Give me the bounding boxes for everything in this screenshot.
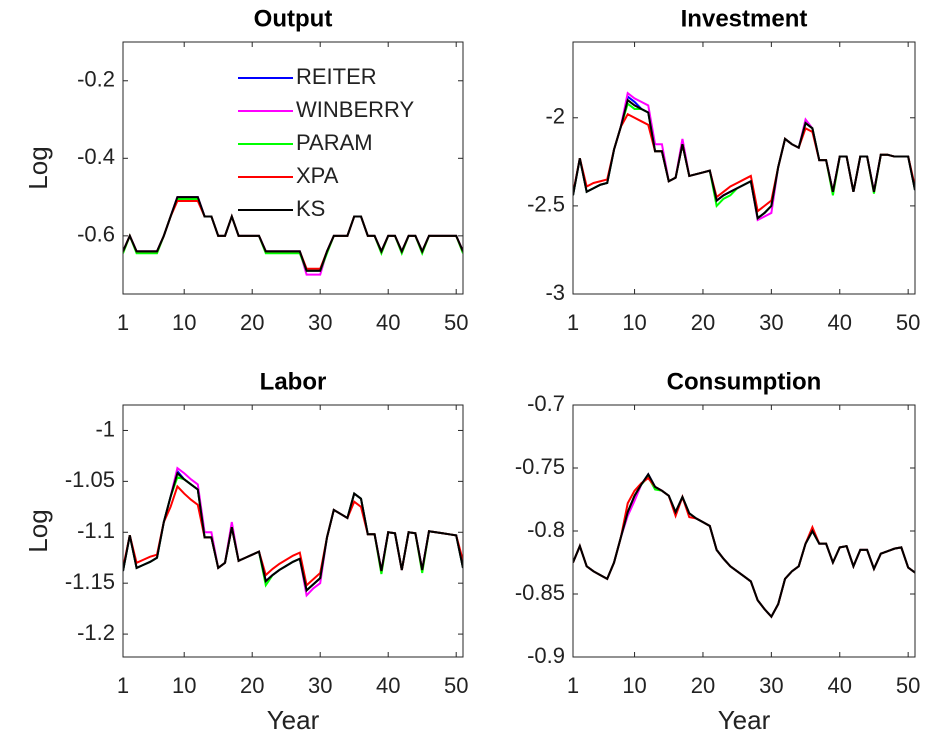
y-tick-label: -3 [545, 280, 565, 305]
chart-title: Labor [260, 368, 327, 395]
legend-label: PARAM [296, 130, 373, 155]
x-axis-label: Year [718, 705, 771, 735]
panel: 1 10 20 30 40 50 -0.6 -0.4 -0.2 Output Log REITER WI… [23, 5, 469, 334]
axes-box [122, 41, 464, 295]
x-tick-label: 50 [896, 673, 920, 698]
x-tick-label: 30 [308, 673, 332, 698]
y-tick-label: -2.5 [527, 192, 565, 217]
panel: 1 10 20 30 40 50 -1.2 -1.15 -1.1 -1.05 -1 Labor Log Y… [23, 368, 469, 735]
chart-title: Investment [681, 5, 808, 32]
y-tick-label: -0.7 [527, 391, 565, 416]
legend-label: KS [296, 196, 325, 221]
y-tick-label: -2 [545, 104, 565, 129]
x-tick-label: 20 [240, 310, 264, 335]
axes-box [122, 404, 464, 658]
series-line [123, 471, 463, 593]
y-axis-label: Log [23, 146, 53, 189]
plot-area [123, 405, 463, 657]
x-tick-label: 10 [622, 310, 646, 335]
y-tick-label: -0.6 [77, 222, 115, 247]
chart-title: Consumption [667, 368, 822, 395]
x-tick-label: 20 [240, 673, 264, 698]
series-line [123, 196, 463, 272]
y-tick-label: -1.1 [77, 518, 115, 543]
series-line [573, 472, 915, 619]
x-tick-label: 20 [691, 673, 715, 698]
x-tick-label: 1 [117, 310, 129, 335]
x-tick-label: 30 [759, 310, 783, 335]
y-tick-label: -1.05 [65, 467, 115, 492]
x-tick-label: 10 [172, 310, 196, 335]
legend-label: WINBERRY [296, 97, 414, 122]
y-tick-label: -0.85 [515, 580, 565, 605]
x-tick-label: 40 [828, 673, 852, 698]
legend-label: XPA [296, 163, 339, 188]
x-tick-label: 30 [308, 310, 332, 335]
x-tick-label: 50 [444, 310, 468, 335]
x-tick-label: 1 [567, 673, 579, 698]
y-tick-label: -1.2 [77, 620, 115, 645]
x-tick-label: 30 [759, 673, 783, 698]
plot-area [573, 405, 915, 657]
x-tick-label: 10 [172, 673, 196, 698]
x-tick-label: 40 [376, 673, 400, 698]
y-tick-label: -0.9 [527, 643, 565, 668]
x-tick-label: 40 [376, 310, 400, 335]
y-tick-label: -1 [95, 416, 115, 441]
panel: 1 10 20 30 40 50 -0.9 -0.85 -0.8 -0.75 -0.7 Consump… [515, 368, 921, 735]
x-tick-label: 50 [896, 310, 920, 335]
x-tick-label: 10 [622, 673, 646, 698]
plot-area [573, 42, 915, 294]
y-axis-label: Log [23, 509, 53, 552]
y-tick-label: -1.15 [65, 569, 115, 594]
y-tick-label: -0.75 [515, 454, 565, 479]
y-tick-label: -0.8 [527, 517, 565, 542]
y-tick-label: -0.4 [77, 144, 115, 169]
legend-label: REITER [296, 64, 377, 89]
x-axis-label: Year [267, 705, 320, 735]
x-tick-label: 20 [691, 310, 715, 335]
y-tick-label: -0.2 [77, 67, 115, 92]
x-tick-label: 1 [567, 310, 579, 335]
x-tick-label: 50 [444, 673, 468, 698]
series-line [573, 98, 915, 221]
x-tick-label: 1 [117, 673, 129, 698]
chart-title: Output [254, 5, 333, 32]
plot-area [123, 42, 463, 294]
x-tick-label: 40 [828, 310, 852, 335]
axes-box [572, 41, 916, 295]
panel: 1 10 20 30 40 50 -3 -2.5 -2 Investment [527, 5, 920, 334]
